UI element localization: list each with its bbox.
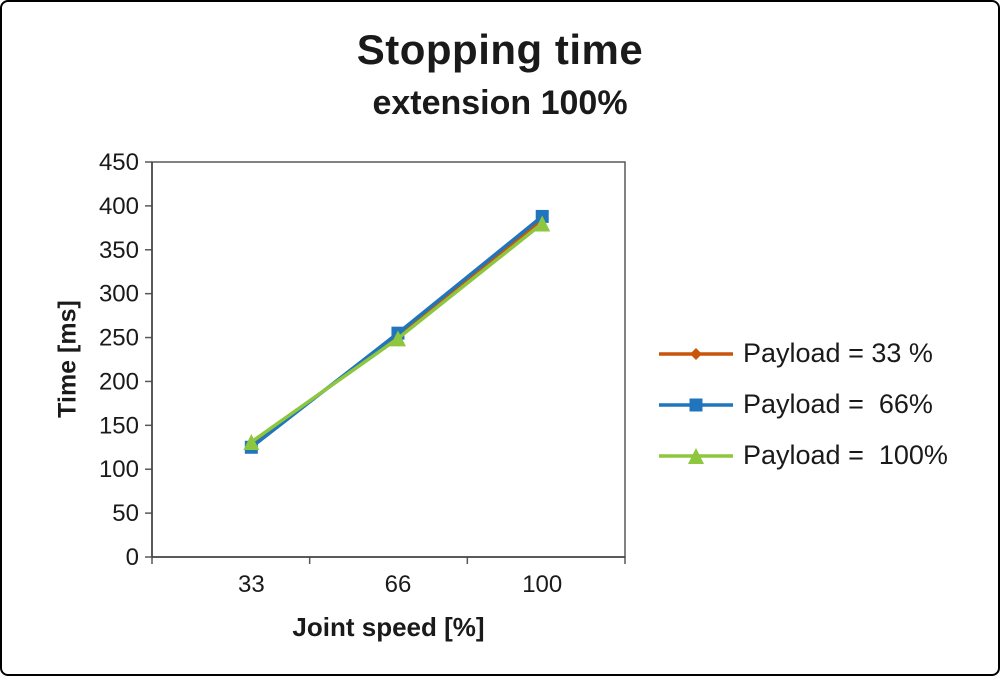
y-tick-label: 350	[99, 237, 139, 264]
plot-border	[151, 161, 626, 558]
y-tick-label: 0	[126, 544, 139, 571]
x-tick-label: 100	[522, 571, 562, 598]
legend-item-payload-100: Payload = 100%	[657, 440, 948, 471]
legend-item-payload-66: Payload = 66%	[657, 389, 948, 420]
x-axis-title: Joint speed [%]	[292, 612, 485, 642]
triangle-marker	[688, 447, 704, 464]
legend-label: Payload = 100%	[743, 440, 948, 470]
x-tick-label: 33	[238, 571, 265, 598]
x-tick-label: 66	[385, 571, 412, 598]
triangle-marker	[243, 434, 260, 451]
y-tick-label: 250	[99, 325, 139, 352]
x-axis: 33 66 100	[151, 557, 626, 598]
legend: Payload = 33 % Payload = 66% Payload = 1…	[657, 338, 948, 471]
chart-title: Stopping time	[356, 26, 644, 73]
y-tick-label: 50	[112, 500, 139, 527]
y-tick-label: 400	[99, 193, 139, 220]
legend-label: Payload = 33 %	[743, 338, 933, 368]
y-tick-label: 300	[99, 281, 139, 308]
legend-label: Payload = 66%	[743, 389, 933, 419]
y-axis: 0 50 100 150 200 250 300 350 400 450	[99, 149, 152, 571]
legend-sample-triangle-icon	[659, 447, 733, 464]
y-tick-label: 450	[99, 149, 139, 176]
y-tick-label: 150	[99, 412, 139, 439]
diamond-marker	[690, 347, 702, 360]
triangle-marker	[534, 215, 551, 232]
square-marker	[689, 398, 703, 411]
series-2	[243, 215, 551, 451]
legend-sample-square-icon	[659, 398, 733, 411]
legend-item-payload-33: Payload = 33 %	[657, 338, 948, 369]
chart-subtitle: extension 100%	[372, 84, 628, 122]
triangle-marker	[389, 330, 406, 347]
y-tick-label: 200	[99, 368, 139, 395]
y-tick-label: 100	[99, 456, 139, 483]
legend-sample-diamond-icon	[659, 347, 733, 360]
series-1	[244, 209, 549, 454]
